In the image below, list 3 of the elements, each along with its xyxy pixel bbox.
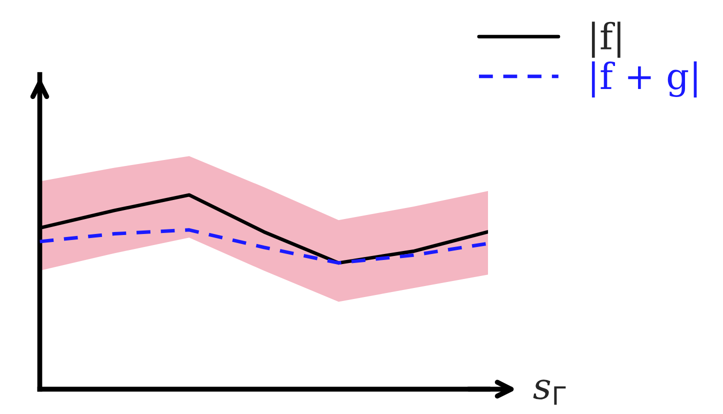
legend-label: |f + g|	[592, 61, 697, 98]
legend-label: |f|	[592, 22, 620, 58]
x-axis-title: s$_{Γ}$	[533, 380, 566, 405]
